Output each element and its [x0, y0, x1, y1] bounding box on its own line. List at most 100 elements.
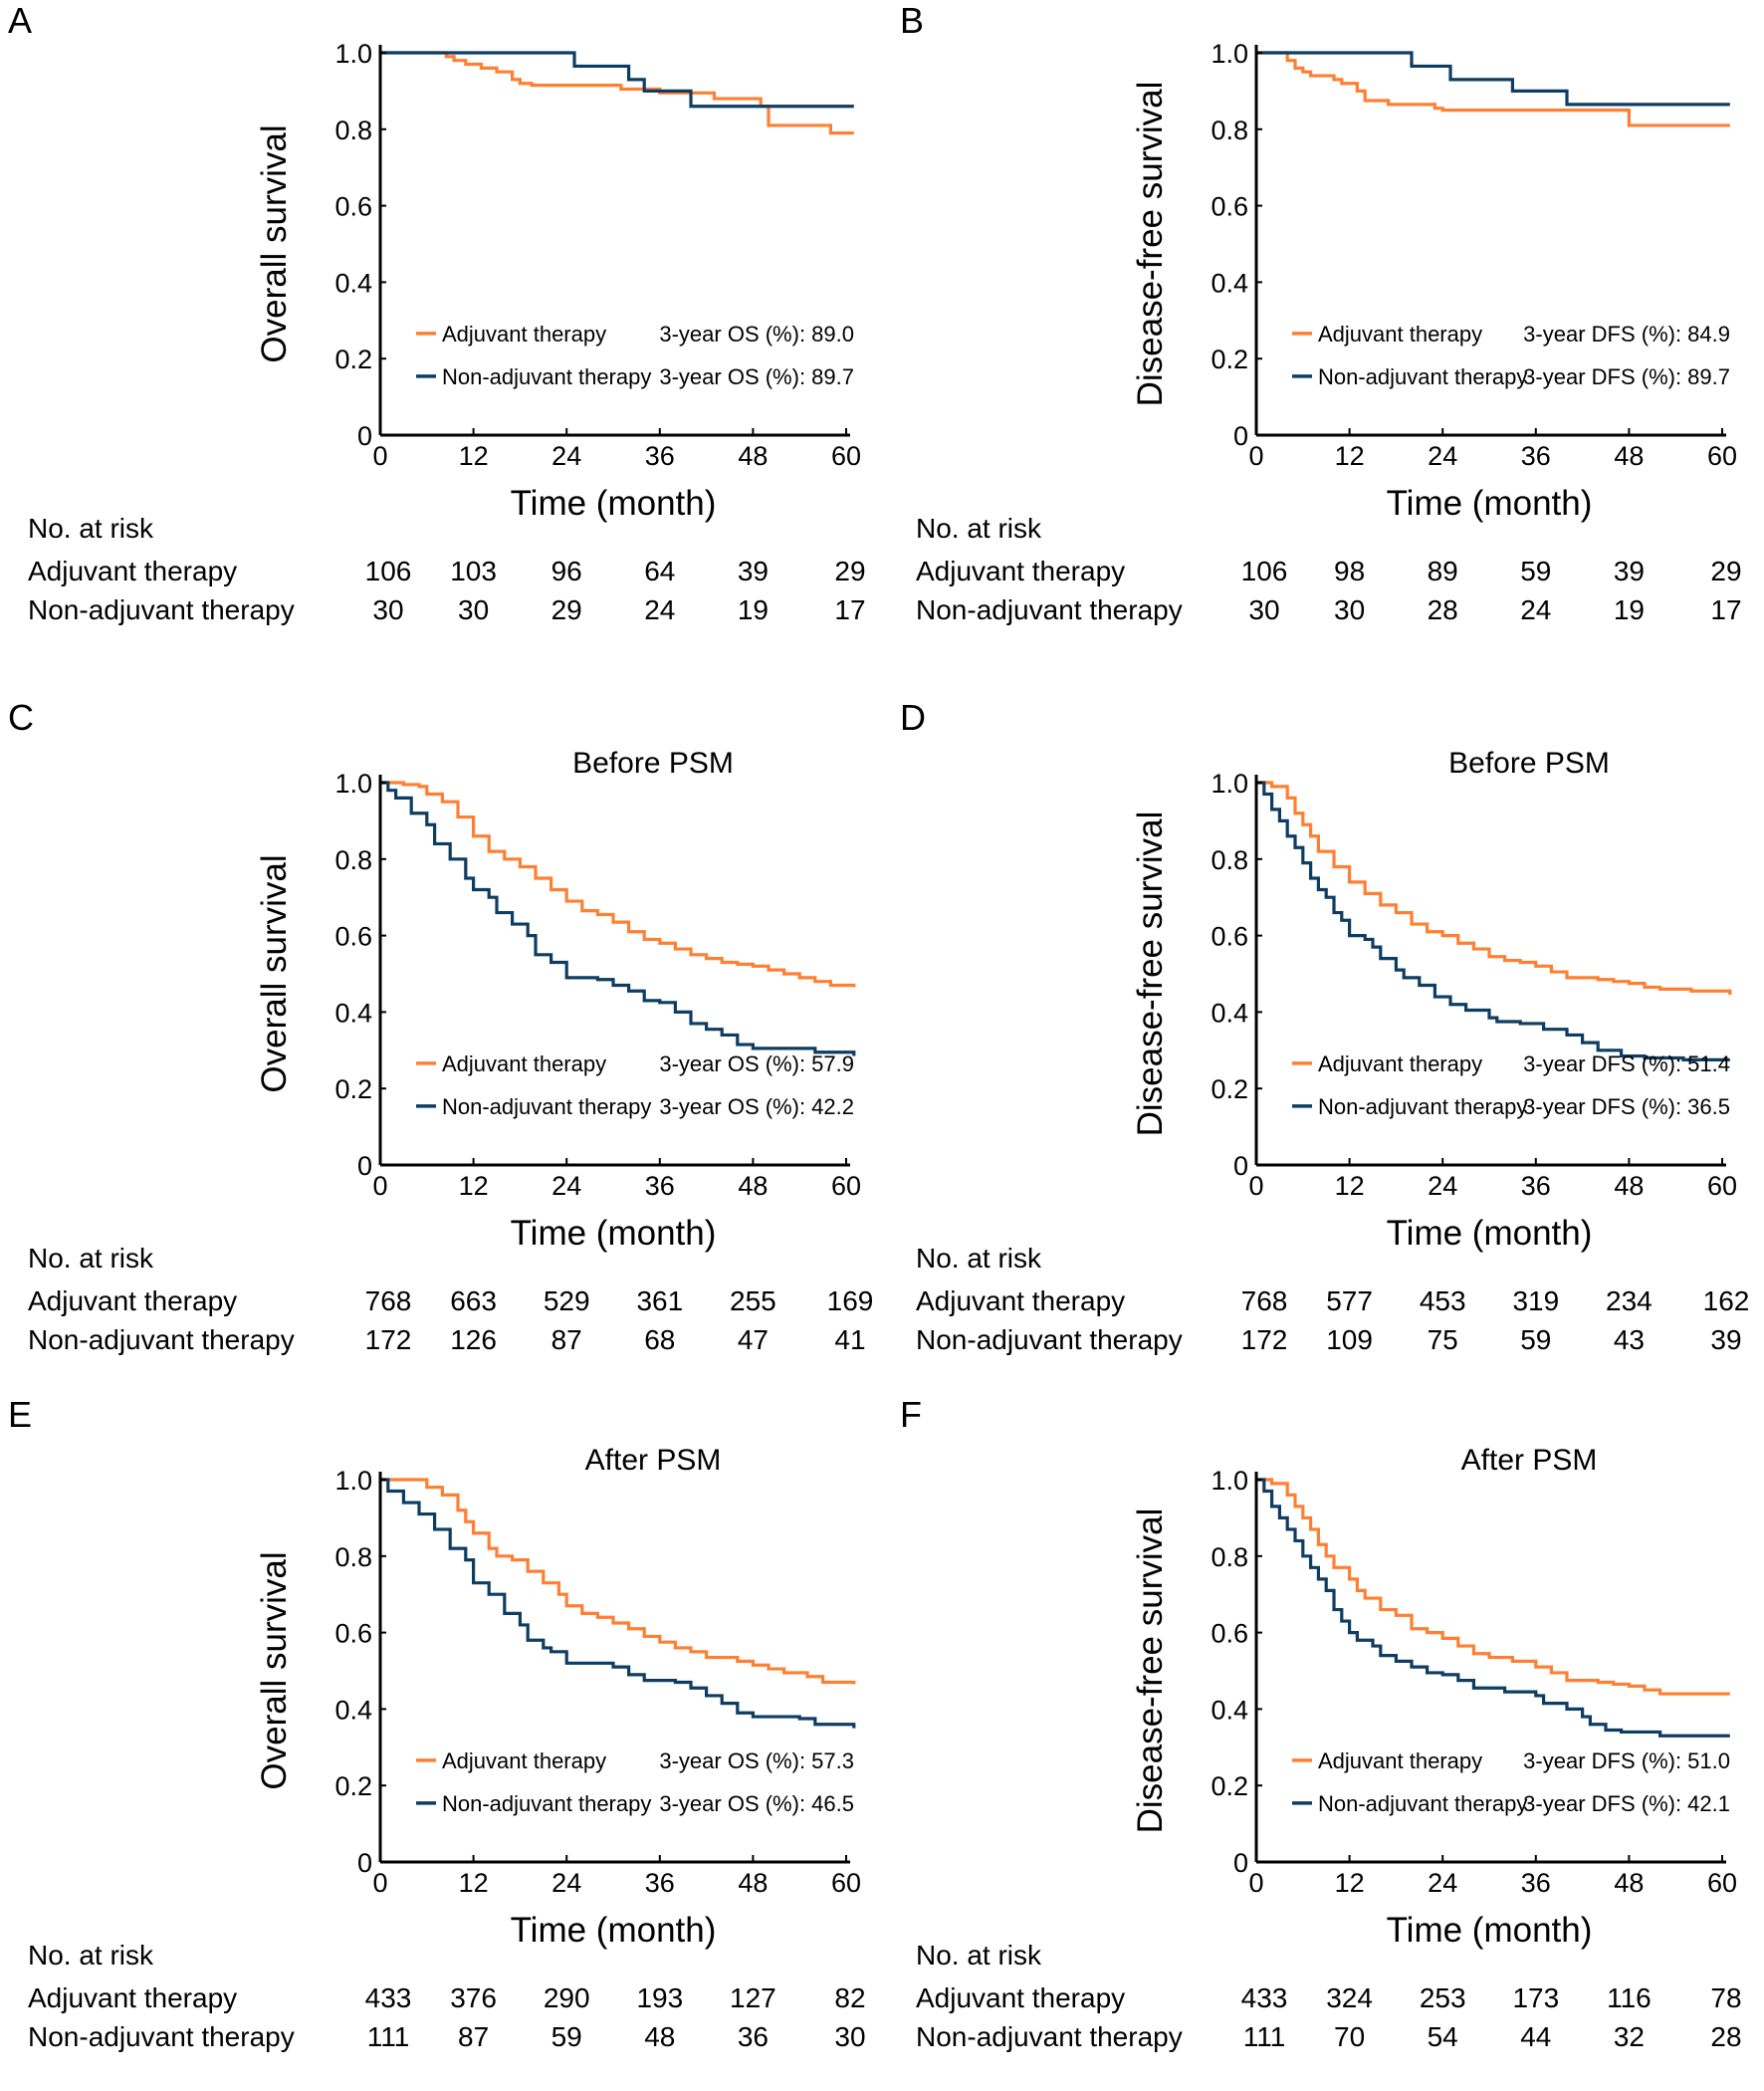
y-tick-label: 0	[357, 1848, 372, 1878]
y-tick-label: 0.6	[334, 1619, 372, 1649]
y-tick-label: 0.2	[1211, 345, 1248, 374]
risk-table-row: Non-adjuvant therapy 172 126 87 68 47 41	[0, 1324, 882, 1358]
y-tick-label: 0.4	[334, 268, 372, 298]
risk-row-label: Adjuvant therapy	[916, 556, 1126, 586]
legend-annotation: 3-year DFS (%): 84.9	[1523, 322, 1730, 347]
risk-table-row: Non-adjuvant therapy 172 109 75 59 43 39	[882, 1324, 1764, 1358]
risk-table-row: Adjuvant therapy 768 663 529 361 255 169	[0, 1285, 882, 1319]
risk-table-title: No. at risk	[916, 1940, 1042, 1971]
panel-f: F After PSM 0 0.2 0.4 0.6 0.8 1.0 0 12 24 36 48 60 Tim…	[882, 1394, 1764, 2091]
legend-annotation: 3-year OS (%): 57.3	[659, 1748, 854, 1773]
risk-row-label: Non-adjuvant therapy	[916, 2021, 1183, 2052]
risk-row-label: Non-adjuvant therapy	[916, 594, 1183, 625]
x-tick-label: 24	[1428, 1868, 1457, 1898]
curve-adjuvant	[1256, 781, 1732, 996]
y-axis-label: Disease-free survival	[1131, 812, 1170, 1137]
risk-table-row: Non-adjuvant therapy 111 70 54 44 32 28	[882, 2021, 1764, 2055]
risk-table-row: Adjuvant therapy 433 324 253 173 116 78	[882, 1982, 1764, 2016]
risk-table-title: No. at risk	[28, 513, 154, 544]
legend-annotation: 3-year DFS (%): 89.7	[1523, 364, 1730, 389]
risk-count: 529	[543, 1285, 590, 1316]
x-tick-label: 36	[645, 1171, 675, 1201]
curve-non-adjuvant	[380, 51, 854, 109]
risk-count: 768	[364, 1285, 412, 1316]
risk-count: 17	[834, 594, 866, 625]
risk-table-row: Adjuvant therapy 433 376 290 193 127 82	[0, 1982, 882, 2016]
panel-c: C Before PSM 0 0.2 0.4 0.6 0.8 1.0 0 12 24 36 48 60 Ti…	[0, 697, 882, 1394]
risk-count: 433	[364, 1982, 412, 2013]
x-tick-label: 0	[1248, 1171, 1263, 1201]
risk-count: 106	[364, 556, 412, 586]
risk-row-label: Non-adjuvant therapy	[28, 2021, 295, 2052]
risk-table-title: No. at risk	[916, 513, 1042, 544]
curve-adjuvant	[1256, 1478, 1730, 1696]
risk-table-row: Adjuvant therapy 768 577 453 319 234 162	[882, 1285, 1764, 1319]
risk-row-label: Non-adjuvant therapy	[28, 594, 295, 625]
x-tick-label: 0	[1248, 441, 1263, 471]
risk-count: 361	[636, 1285, 684, 1316]
legend-label: Non-adjuvant therapy	[1318, 364, 1527, 389]
risk-table-row: Adjuvant therapy 106 98 89 59 39 29	[882, 556, 1764, 589]
chart-title: Before PSM	[572, 747, 734, 780]
curve-non-adjuvant	[380, 1478, 856, 1729]
risk-count: 32	[1613, 2021, 1645, 2052]
risk-count: 87	[551, 1324, 582, 1355]
x-tick-label: 12	[459, 1868, 489, 1898]
risk-count: 36	[737, 2021, 769, 2052]
risk-count: 70	[1334, 2021, 1366, 2052]
y-tick-label: 0	[1233, 1848, 1248, 1878]
risk-row-label: Adjuvant therapy	[28, 1285, 238, 1316]
legend-label: Adjuvant therapy	[442, 1051, 606, 1076]
x-tick-label: 60	[1707, 441, 1737, 471]
legend-annotation: 3-year OS (%): 89.7	[659, 364, 854, 389]
x-tick-label: 0	[372, 1171, 387, 1201]
legend-annotation: 3-year OS (%): 57.9	[659, 1051, 854, 1076]
risk-count: 41	[834, 1324, 866, 1355]
curve-non-adjuvant	[1256, 781, 1730, 1061]
x-tick-label: 24	[1428, 441, 1457, 471]
x-tick-label: 36	[645, 441, 675, 471]
risk-count: 47	[737, 1324, 769, 1355]
panel-letter: D	[900, 697, 926, 738]
panel-b: B 0 0.2 0.4 0.6 0.8 1.0 0 12 24 36 48 60 Time (month)…	[882, 0, 1764, 697]
y-tick-label: 0.6	[1211, 192, 1248, 222]
risk-count: 98	[1334, 556, 1366, 586]
risk-count: 111	[1242, 2021, 1286, 2052]
risk-count: 82	[834, 1982, 866, 2013]
risk-count: 54	[1427, 2021, 1458, 2052]
panel-letter: A	[8, 0, 33, 41]
risk-count: 39	[1613, 556, 1645, 586]
risk-count: 59	[1520, 556, 1552, 586]
panel-d: D Before PSM 0 0.2 0.4 0.6 0.8 1.0 0 12 24 36 48 60 Ti…	[882, 697, 1764, 1394]
risk-count: 48	[644, 2021, 676, 2052]
risk-count: 169	[826, 1285, 874, 1316]
x-tick-label: 12	[1335, 441, 1365, 471]
risk-table-row: Non-adjuvant therapy 30 30 29 24 19 17	[0, 594, 882, 628]
y-tick-label: 0.8	[1211, 845, 1248, 875]
risk-table-title: No. at risk	[916, 1243, 1042, 1274]
y-tick-label: 0.4	[1211, 998, 1248, 1028]
risk-count: 663	[450, 1285, 497, 1316]
x-tick-label: 48	[738, 1171, 768, 1201]
legend-label: Adjuvant therapy	[1318, 1051, 1482, 1076]
x-tick-label: 48	[738, 441, 768, 471]
legend-label: Adjuvant therapy	[442, 322, 606, 347]
x-tick-label: 36	[645, 1868, 675, 1898]
y-tick-label: 0.2	[334, 1771, 372, 1801]
risk-count: 453	[1419, 1285, 1466, 1316]
x-tick-label: 60	[831, 441, 861, 471]
x-tick-label: 48	[1614, 441, 1644, 471]
risk-row-label: Non-adjuvant therapy	[28, 1324, 295, 1355]
y-tick-label: 0.4	[1211, 268, 1248, 298]
x-tick-label: 60	[1707, 1868, 1737, 1898]
y-axis-label: Overall survival	[255, 1551, 294, 1789]
chart-title: After PSM	[1461, 1444, 1598, 1477]
legend-annotation: 3-year DFS (%): 36.5	[1523, 1094, 1730, 1119]
x-tick-label: 12	[1335, 1171, 1365, 1201]
y-tick-label: 0	[357, 1151, 372, 1181]
risk-count: 193	[636, 1982, 684, 2013]
legend-label: Non-adjuvant therapy	[442, 1094, 651, 1119]
y-tick-label: 1.0	[1211, 769, 1248, 799]
risk-count: 30	[1248, 594, 1280, 625]
risk-count: 87	[458, 2021, 490, 2052]
